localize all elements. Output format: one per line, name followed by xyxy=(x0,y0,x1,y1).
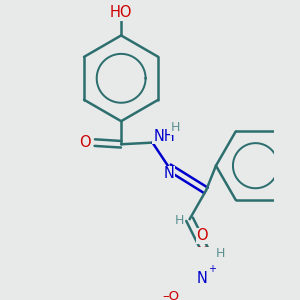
Text: NH: NH xyxy=(153,128,175,143)
Text: O: O xyxy=(79,135,91,150)
Text: N: N xyxy=(164,167,174,182)
Text: +: + xyxy=(208,264,216,274)
Text: N: N xyxy=(197,271,208,286)
Text: H: H xyxy=(216,248,226,260)
Text: O: O xyxy=(196,228,208,243)
Text: H: H xyxy=(171,121,180,134)
Text: H: H xyxy=(175,214,184,227)
Text: –O: –O xyxy=(162,290,179,300)
Text: HO: HO xyxy=(110,5,132,20)
